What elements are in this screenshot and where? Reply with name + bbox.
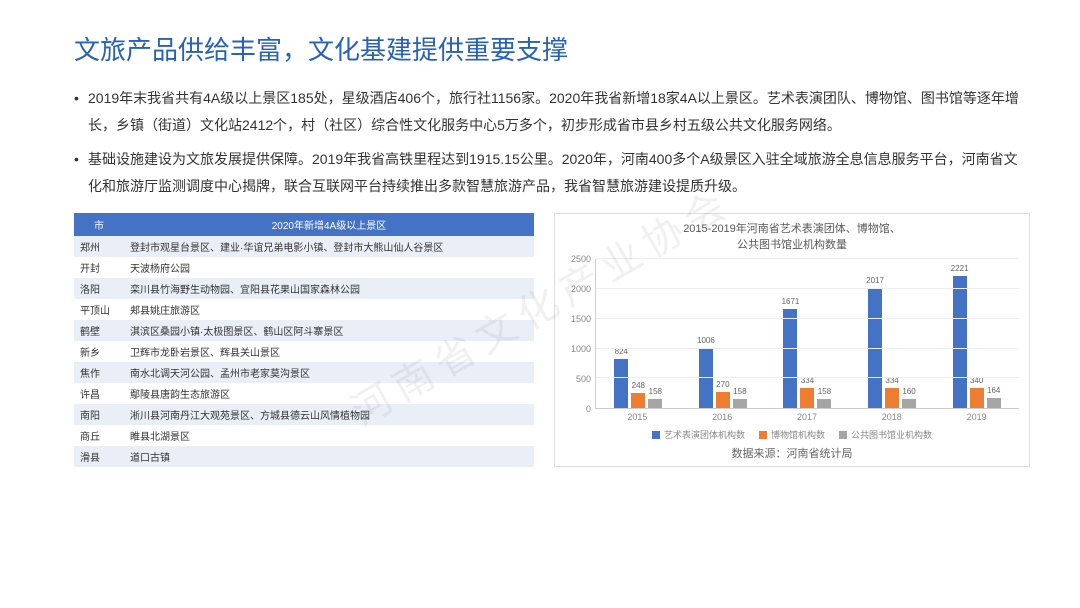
bar: 164 <box>987 398 1001 408</box>
legend-swatch <box>652 431 660 439</box>
table-row: 南阳淅川县河南丹江大观苑景区、方城县德云山风情植物园 <box>74 404 534 425</box>
table-cell: 新乡 <box>74 341 124 362</box>
bar: 160 <box>902 399 916 409</box>
table-row: 洛阳栾川县竹海野生动物园、宜阳县花果山国家森林公园 <box>74 278 534 299</box>
bar: 334 <box>800 388 814 408</box>
bar-value-label: 248 <box>632 381 645 390</box>
y-tick: 2000 <box>571 284 591 294</box>
table-cell: 南水北调天河公园、孟州市老家莫沟景区 <box>124 362 534 383</box>
table-row: 平顶山郏县姚庄旅游区 <box>74 299 534 320</box>
bar: 334 <box>885 388 899 408</box>
table-cell: 郏县姚庄旅游区 <box>124 299 534 320</box>
bar: 158 <box>817 399 831 408</box>
table-cell: 郑州 <box>74 236 124 257</box>
x-label: 2016 <box>712 412 732 422</box>
table-row: 焦作南水北调天河公园、孟州市老家莫沟景区 <box>74 362 534 383</box>
chart-source: 数据来源：河南省统计局 <box>565 445 1019 461</box>
table-cell: 登封市观星台景区、建业·华谊兄弟电影小镇、登封市大熊山仙人谷景区 <box>124 236 534 257</box>
y-tick: 2500 <box>571 254 591 264</box>
bar-value-label: 2017 <box>866 276 884 285</box>
chart-title: 2015-2019年河南省艺术表演团体、博物馆、 公共图书馆业机构数量 <box>565 222 1019 253</box>
x-label: 2019 <box>967 412 987 422</box>
legend-swatch <box>759 431 767 439</box>
y-tick: 1000 <box>571 344 591 354</box>
table-row: 商丘睢县北湖景区 <box>74 425 534 446</box>
bar-value-label: 1006 <box>697 336 715 345</box>
x-label: 2018 <box>882 412 902 422</box>
table-cell: 洛阳 <box>74 278 124 299</box>
bar-value-label: 164 <box>987 386 1000 395</box>
bar: 248 <box>631 393 645 408</box>
table-header: 市 <box>74 213 124 236</box>
table-row: 郑州登封市观星台景区、建业·华谊兄弟电影小镇、登封市大熊山仙人谷景区 <box>74 236 534 257</box>
table-cell: 平顶山 <box>74 299 124 320</box>
legend-swatch <box>839 431 847 439</box>
bar-value-label: 270 <box>716 380 729 389</box>
table-cell: 许昌 <box>74 383 124 404</box>
bar-group: 1006270158 <box>699 259 747 408</box>
legend-label: 公共图书馆业机构数 <box>851 428 932 441</box>
bar-group: 2221340164 <box>953 259 1001 408</box>
legend-item: 公共图书馆业机构数 <box>839 428 932 441</box>
bullet-item: 2019年末我省共有4A级以上景区185处，星级酒店406个，旅行社1156家。… <box>74 85 1030 138</box>
bar: 2221 <box>953 276 967 408</box>
bar: 1671 <box>783 309 797 409</box>
table-row: 鹤壁淇滨区桑园小镇·太极图景区、鹤山区阿斗寨景区 <box>74 320 534 341</box>
table-cell: 淇滨区桑园小镇·太极图景区、鹤山区阿斗寨景区 <box>124 320 534 341</box>
bullet-list: 2019年末我省共有4A级以上景区185处，星级酒店406个，旅行社1156家。… <box>74 85 1030 199</box>
x-label: 2017 <box>797 412 817 422</box>
legend-label: 博物馆机构数 <box>771 428 825 441</box>
bar-value-label: 1671 <box>782 297 800 306</box>
bar-value-label: 158 <box>649 387 662 396</box>
table-cell: 鹤壁 <box>74 320 124 341</box>
table-cell: 天波杨府公园 <box>124 257 534 278</box>
table-cell: 淅川县河南丹江大观苑景区、方城县德云山风情植物园 <box>124 404 534 425</box>
table-cell: 南阳 <box>74 404 124 425</box>
y-tick: 500 <box>576 374 591 384</box>
table-cell: 栾川县竹海野生动物园、宜阳县花果山国家森林公园 <box>124 278 534 299</box>
bar-value-label: 160 <box>902 387 915 396</box>
table-cell: 道口古镇 <box>124 446 534 467</box>
bar: 340 <box>970 388 984 408</box>
table-cell: 鄢陵县唐韵生态旅游区 <box>124 383 534 404</box>
legend-item: 艺术表演团体机构数 <box>652 428 745 441</box>
table-cell: 商丘 <box>74 425 124 446</box>
scenic-table: 市 2020年新增4A级以上景区 郑州登封市观星台景区、建业·华谊兄弟电影小镇、… <box>74 213 534 467</box>
legend-label: 艺术表演团体机构数 <box>664 428 745 441</box>
table-row: 开封天波杨府公园 <box>74 257 534 278</box>
bar: 158 <box>733 399 747 408</box>
table-header: 2020年新增4A级以上景区 <box>124 213 534 236</box>
bar-value-label: 158 <box>733 387 746 396</box>
bar: 824 <box>614 359 628 408</box>
legend-item: 博物馆机构数 <box>759 428 825 441</box>
bar-chart: 2015-2019年河南省艺术表演团体、博物馆、 公共图书馆业机构数量 0 500… <box>554 213 1030 467</box>
table-row: 许昌鄢陵县唐韵生态旅游区 <box>74 383 534 404</box>
page-title: 文旅产品供给丰富，文化基建提供重要支撑 <box>74 30 1030 67</box>
bar: 270 <box>716 392 730 408</box>
bullet-item: 基础设施建设为文旅发展提供保障。2019年我省高铁里程达到1915.15公里。2… <box>74 146 1030 199</box>
y-tick: 0 <box>586 404 591 414</box>
bar: 158 <box>648 399 662 408</box>
table-cell: 焦作 <box>74 362 124 383</box>
table-cell: 开封 <box>74 257 124 278</box>
table-cell: 卫辉市龙卧岩景区、辉县关山景区 <box>124 341 534 362</box>
bar-value-label: 2221 <box>951 264 969 273</box>
table-row: 滑县道口古镇 <box>74 446 534 467</box>
bar-group: 2017 334160 <box>868 259 916 408</box>
y-tick: 1500 <box>571 314 591 324</box>
bar-group: 824248158 <box>614 259 662 408</box>
table-cell: 滑县 <box>74 446 124 467</box>
bar-value-label: 158 <box>818 387 831 396</box>
table-row: 新乡卫辉市龙卧岩景区、辉县关山景区 <box>74 341 534 362</box>
bar-group: 1671334158 <box>783 259 831 408</box>
table-cell: 睢县北湖景区 <box>124 425 534 446</box>
x-label: 2015 <box>627 412 647 422</box>
